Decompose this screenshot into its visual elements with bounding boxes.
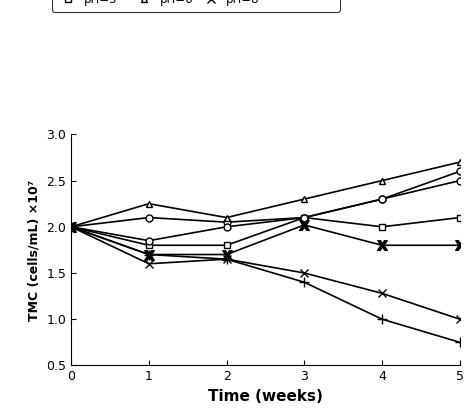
Line: pH=5: pH=5 [68, 177, 463, 244]
pH=8 [301, 270, 307, 276]
pH=6 [224, 215, 229, 220]
pH=7 [301, 223, 307, 228]
pH=8 [224, 257, 229, 262]
Line: pH=8: pH=8 [67, 223, 464, 323]
pH=6 [301, 197, 307, 202]
pH=3 [301, 215, 307, 220]
Control [146, 215, 152, 220]
Line: pH=10: pH=10 [66, 222, 465, 347]
X-axis label: Time (weeks): Time (weeks) [208, 389, 323, 404]
pH=8 [68, 224, 74, 229]
Control [457, 169, 463, 174]
pH=5 [301, 215, 307, 220]
pH=7 [457, 243, 463, 248]
pH=3 [146, 243, 152, 248]
pH=10 [146, 252, 152, 257]
pH=10 [379, 317, 385, 322]
pH=5 [68, 224, 74, 229]
Control [224, 220, 229, 225]
Y-axis label: TMC (cells/mL) ×10⁷: TMC (cells/mL) ×10⁷ [27, 179, 41, 320]
Control [379, 197, 385, 202]
Control [301, 215, 307, 220]
pH=6 [68, 224, 74, 229]
pH=6 [146, 201, 152, 206]
pH=10 [224, 257, 229, 262]
pH=6 [379, 178, 385, 183]
pH=5 [146, 238, 152, 243]
Control [68, 224, 74, 229]
pH=10 [301, 280, 307, 285]
Line: pH=6: pH=6 [68, 159, 463, 230]
pH=3 [68, 224, 74, 229]
pH=7 [146, 252, 152, 257]
Line: pH=3: pH=3 [68, 214, 463, 249]
Line: Control: Control [68, 168, 463, 230]
pH=6 [457, 160, 463, 165]
pH=5 [457, 178, 463, 183]
Line: pH=7: pH=7 [66, 220, 465, 260]
pH=5 [379, 197, 385, 202]
pH=7 [379, 243, 385, 248]
pH=3 [379, 224, 385, 229]
pH=8 [379, 291, 385, 296]
pH=8 [146, 261, 152, 266]
pH=3 [457, 215, 463, 220]
pH=3 [224, 243, 229, 248]
Legend: Control, pH=3, pH=5, pH=6, pH=7, pH=8, pH=10: Control, pH=3, pH=5, pH=6, pH=7, pH=8, p… [52, 0, 340, 12]
pH=10 [457, 340, 463, 345]
pH=7 [68, 224, 74, 229]
pH=7 [224, 252, 229, 257]
pH=10 [68, 224, 74, 229]
pH=5 [224, 224, 229, 229]
pH=8 [457, 317, 463, 322]
